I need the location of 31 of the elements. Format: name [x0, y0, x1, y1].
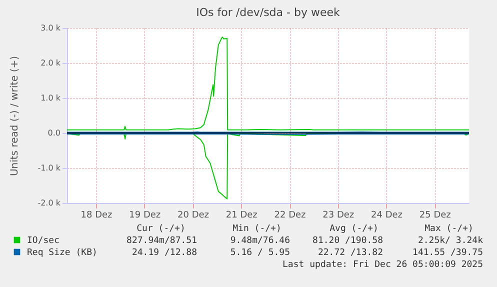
legend-label: Req Size (KB): [27, 248, 98, 258]
text: Last update: Fri Dec 26 05:00:09 2025: [282, 260, 483, 270]
y-tick-label: 0.0: [48, 128, 60, 138]
y-tick-label: -1.0 k: [38, 164, 61, 172]
y-tick-label: 1.0 k: [40, 94, 61, 102]
x-tick-label: 23 Dez: [322, 210, 354, 220]
x-tick-label: 20 Dez: [178, 210, 210, 220]
text: Min (-/+): [232, 224, 282, 234]
text: 5.16 / 5.95: [230, 248, 290, 258]
text: 24.19 /12.88: [132, 248, 197, 258]
x-tick-label: 24 Dez: [371, 210, 403, 220]
text: Avg (-/+): [330, 224, 378, 234]
x-tick-label: 19 Dez: [129, 210, 161, 220]
text: 9.48m/76.46: [230, 236, 290, 246]
text: 22.72 /13.82: [318, 248, 383, 258]
x-tick-label: 18 Dez: [80, 210, 113, 220]
text: Cur (-/+): [136, 224, 186, 234]
chart-title: IOs for /dev/sda - by week: [196, 6, 340, 19]
text: 141.55 /39.75: [412, 248, 483, 258]
x-tick-label: 22 Dez: [274, 210, 306, 220]
y-tick-label: -2.0 k: [38, 198, 61, 208]
text: 2.25k/ 3.24k: [418, 236, 484, 246]
y-axis-title: Units read (-) / write (+): [10, 56, 20, 176]
y-tick-label: 2.0 k: [40, 58, 61, 68]
y-tick-label: 3.0 k: [40, 24, 61, 32]
text: 81.20 /190.58: [312, 236, 383, 246]
text: 827.94m/87.51: [126, 236, 197, 246]
x-tick-label: 21 Dez: [226, 210, 258, 220]
x-tick-label: 25 Dez: [419, 210, 452, 220]
legend-label: IO/sec: [27, 236, 60, 246]
text: Max (-/+): [424, 224, 474, 234]
